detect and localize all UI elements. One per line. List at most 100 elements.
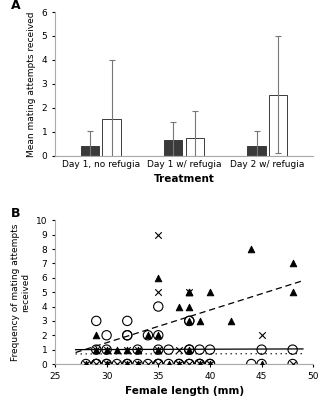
Point xyxy=(125,361,130,367)
Point xyxy=(104,361,109,367)
Point xyxy=(94,361,99,367)
Point xyxy=(156,346,161,353)
Point xyxy=(156,289,161,295)
Point xyxy=(290,361,295,367)
Point xyxy=(187,318,192,324)
Bar xyxy=(247,146,266,156)
Point xyxy=(290,289,295,295)
Y-axis label: Mean mating attempts received: Mean mating attempts received xyxy=(27,11,36,156)
Point xyxy=(125,361,130,367)
Bar xyxy=(186,138,204,156)
Point xyxy=(197,361,202,367)
Point xyxy=(187,289,192,295)
Point xyxy=(104,361,109,367)
Point xyxy=(187,346,192,353)
Point xyxy=(290,361,295,367)
X-axis label: Treatment: Treatment xyxy=(154,174,214,184)
Point xyxy=(197,346,202,353)
Point xyxy=(187,346,192,353)
Point xyxy=(176,361,182,367)
Point xyxy=(125,318,130,324)
Bar xyxy=(102,118,121,156)
Point xyxy=(125,332,130,338)
Point xyxy=(104,361,109,367)
Point xyxy=(125,332,130,338)
Point xyxy=(94,318,99,324)
Point xyxy=(207,361,213,367)
Point xyxy=(207,361,213,367)
Point xyxy=(104,346,109,353)
Point xyxy=(197,361,202,367)
Point xyxy=(187,289,192,295)
Point xyxy=(145,332,151,338)
Point xyxy=(187,303,192,310)
Point xyxy=(125,361,130,367)
Point xyxy=(156,361,161,367)
Point xyxy=(290,260,295,267)
Point xyxy=(249,246,254,252)
Point xyxy=(187,318,192,324)
Point xyxy=(156,332,161,338)
Point xyxy=(94,361,99,367)
Point xyxy=(104,346,109,353)
Point xyxy=(94,361,99,367)
Point xyxy=(125,361,130,367)
Point xyxy=(228,318,233,324)
Point xyxy=(290,346,295,353)
Point xyxy=(197,318,202,324)
Point xyxy=(135,346,140,353)
Point xyxy=(135,361,140,367)
Point xyxy=(114,361,120,367)
Point xyxy=(156,274,161,281)
Point xyxy=(83,361,89,367)
Point xyxy=(187,361,192,367)
Point xyxy=(176,361,182,367)
Point xyxy=(104,332,109,338)
Point xyxy=(207,289,213,295)
Point xyxy=(197,361,202,367)
Point xyxy=(187,361,192,367)
Point xyxy=(156,332,161,338)
Point xyxy=(104,346,109,353)
Point xyxy=(207,361,213,367)
Point xyxy=(125,346,130,353)
Point xyxy=(104,361,109,367)
Point xyxy=(156,361,161,367)
Point xyxy=(145,361,151,367)
Point xyxy=(125,346,130,353)
Point xyxy=(83,361,89,367)
Point xyxy=(156,303,161,310)
Point xyxy=(176,361,182,367)
Bar xyxy=(269,95,287,156)
Point xyxy=(135,361,140,367)
Point xyxy=(114,346,120,353)
Point xyxy=(83,361,89,367)
Point xyxy=(176,303,182,310)
Point xyxy=(197,361,202,367)
Point xyxy=(176,361,182,367)
Point xyxy=(94,346,99,353)
Point xyxy=(249,361,254,367)
Text: B: B xyxy=(11,208,20,220)
Point xyxy=(94,346,99,353)
Point xyxy=(145,332,151,338)
Y-axis label: Frequency of mating attempts
received: Frequency of mating attempts received xyxy=(11,224,30,361)
Point xyxy=(104,361,109,367)
Point xyxy=(94,332,99,338)
Point xyxy=(207,346,213,353)
Bar xyxy=(164,140,182,156)
Point xyxy=(166,361,171,367)
X-axis label: Female length (mm): Female length (mm) xyxy=(125,386,244,396)
Point xyxy=(187,346,192,353)
Point xyxy=(166,361,171,367)
Text: A: A xyxy=(11,0,21,12)
Point xyxy=(187,289,192,295)
Point xyxy=(145,361,151,367)
Point xyxy=(94,361,99,367)
Point xyxy=(187,318,192,324)
Point xyxy=(176,346,182,353)
Point xyxy=(197,361,202,367)
Point xyxy=(156,346,161,353)
Point xyxy=(259,361,264,367)
Point xyxy=(259,361,264,367)
